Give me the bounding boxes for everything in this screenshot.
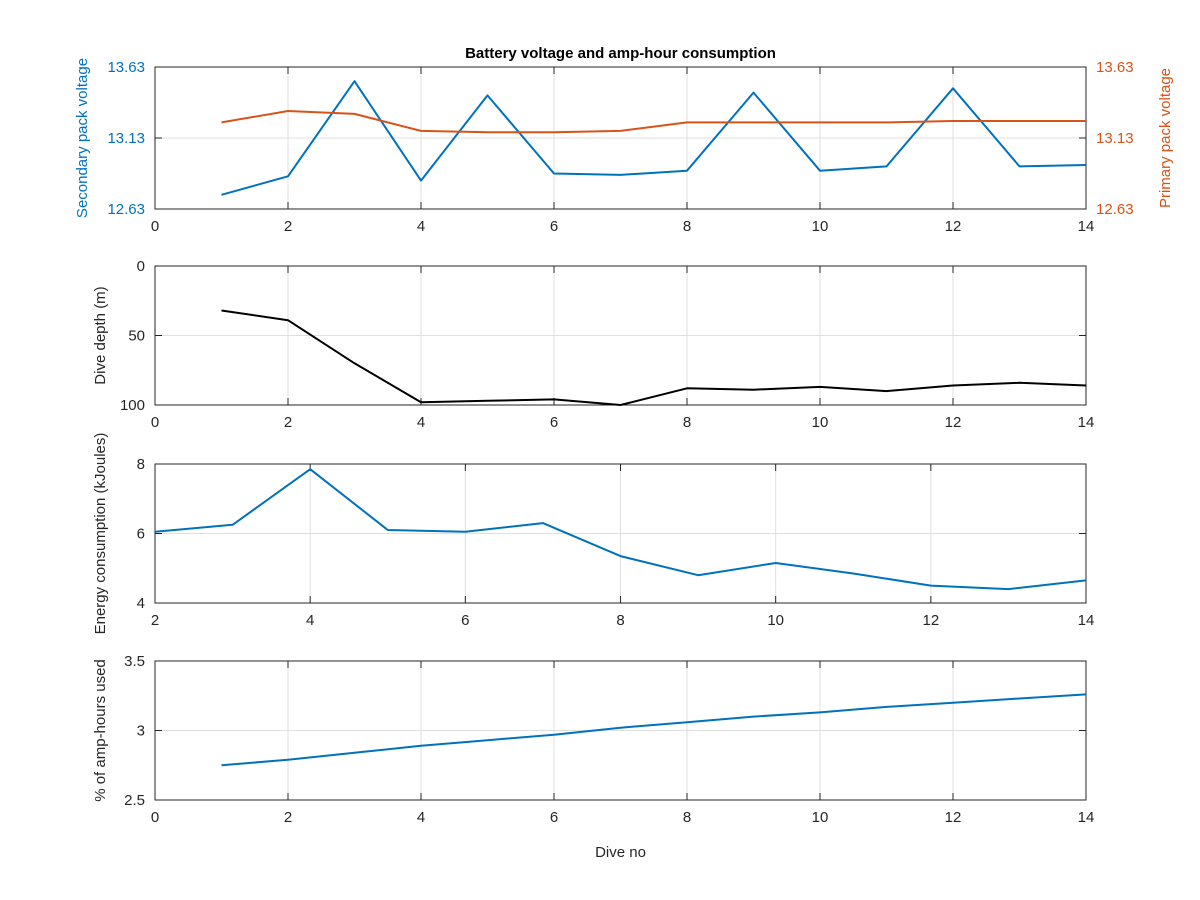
- y-tick-label: 100: [120, 397, 145, 414]
- y-tick-label: 0: [137, 258, 145, 275]
- y-axis-label: % of amp-hours used: [92, 659, 109, 802]
- chart-panel-4: [154, 660, 1087, 801]
- x-tick-label: 8: [683, 218, 691, 235]
- x-tick-label: 0: [151, 809, 159, 826]
- y-tick-label: 4: [137, 595, 145, 612]
- x-tick-label: 14: [1078, 414, 1095, 431]
- y-tick-label: 3: [137, 723, 145, 740]
- chart-panel-3: [154, 463, 1087, 604]
- x-tick-label: 2: [284, 809, 292, 826]
- y-tick-label: 3.5: [124, 653, 145, 670]
- y-tick-label: 2.5: [124, 792, 145, 809]
- x-tick-label: 0: [151, 414, 159, 431]
- x-tick-label: 12: [945, 414, 962, 431]
- y-tick-label: 13.13: [107, 130, 145, 147]
- series-line-1: [221, 309, 1087, 406]
- chart-panel-1: [154, 66, 1087, 210]
- x-tick-label: 12: [945, 809, 962, 826]
- y-right-axis-label: Primary pack voltage: [1157, 68, 1174, 208]
- y-right-tick-label: 13.13: [1096, 130, 1134, 147]
- y-right-tick-label: 13.63: [1096, 59, 1134, 76]
- x-tick-label: 10: [812, 809, 829, 826]
- y-tick-label: 12.63: [107, 201, 145, 218]
- x-tick-label: 6: [461, 612, 469, 629]
- series-line-1: [221, 80, 1087, 196]
- x-tick-label: 4: [306, 612, 314, 629]
- y-axis-label: Dive depth (m): [92, 286, 109, 384]
- x-tick-label: 10: [767, 612, 784, 629]
- y-right-tick-label: 12.63: [1096, 201, 1134, 218]
- x-tick-label: 2: [284, 414, 292, 431]
- y-tick-label: 6: [137, 526, 145, 543]
- x-tick-label: 8: [683, 809, 691, 826]
- x-tick-label: 6: [550, 809, 558, 826]
- y-tick-label: 8: [137, 456, 145, 473]
- x-tick-label: 2: [284, 218, 292, 235]
- x-tick-label: 4: [417, 809, 425, 826]
- series-line-1: [221, 693, 1087, 767]
- series-line-2: [221, 110, 1086, 134]
- y-tick-label: 13.63: [107, 59, 145, 76]
- x-tick-label: 8: [616, 612, 624, 629]
- x-tick-label: 2: [151, 612, 159, 629]
- x-tick-label: 14: [1078, 809, 1095, 826]
- x-tick-label: 10: [812, 218, 829, 235]
- y-tick-label: 50: [128, 328, 145, 345]
- x-tick-label: 14: [1078, 218, 1095, 235]
- y-axis-label: Energy consumption (kJoules): [92, 433, 109, 635]
- x-tick-label: 12: [945, 218, 962, 235]
- x-axis-label: Dive no: [595, 844, 646, 861]
- chart-title: Battery voltage and amp-hour consumption: [465, 45, 776, 62]
- x-tick-label: 6: [550, 414, 558, 431]
- x-tick-label: 8: [683, 414, 691, 431]
- x-tick-label: 12: [922, 612, 939, 629]
- x-tick-label: 10: [812, 414, 829, 431]
- x-tick-label: 14: [1078, 612, 1095, 629]
- x-tick-label: 6: [550, 218, 558, 235]
- x-tick-label: 0: [151, 218, 159, 235]
- series-line-1: [154, 468, 1087, 591]
- x-tick-label: 4: [417, 218, 425, 235]
- chart-panel-2: [154, 265, 1087, 406]
- x-tick-label: 4: [417, 414, 425, 431]
- y-axis-label: Secondary pack voltage: [74, 58, 91, 218]
